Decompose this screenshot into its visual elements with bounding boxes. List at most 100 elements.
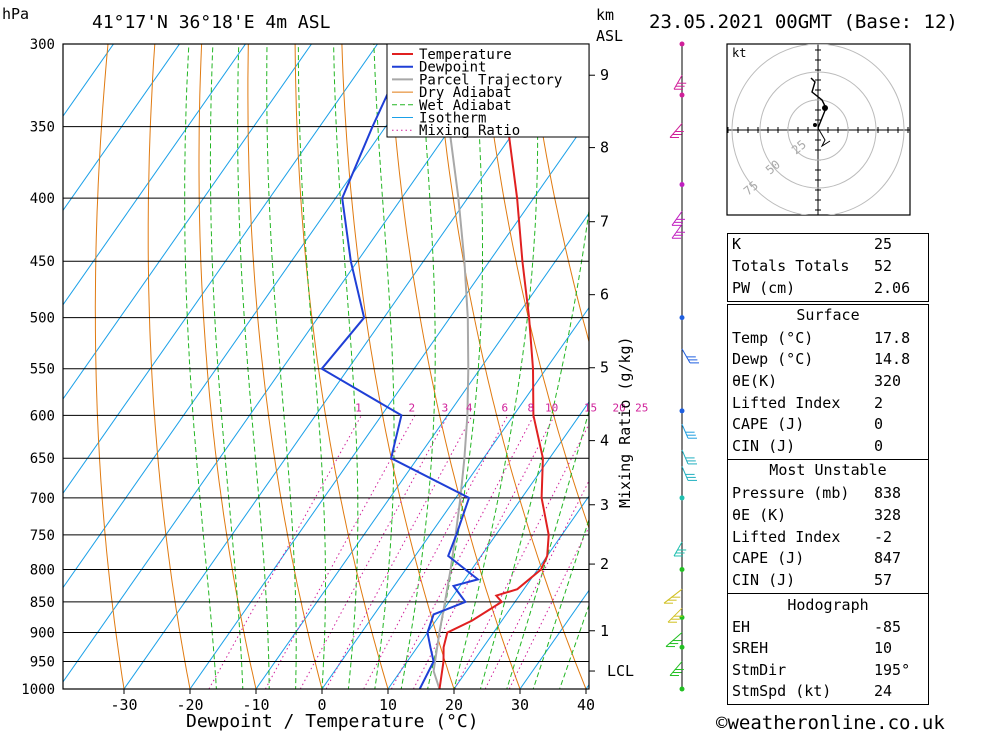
x-tick-label: -10 xyxy=(242,696,269,714)
x-tick-label: -30 xyxy=(110,696,137,714)
mixing-ratio-line xyxy=(299,415,449,689)
wet-adiabat-line xyxy=(266,44,297,689)
wind-level-dot xyxy=(679,41,685,47)
y-tick-label: 450 xyxy=(30,254,55,270)
isotherm-line xyxy=(255,212,589,689)
wind-level-dot xyxy=(679,408,685,414)
dry-adiabat-line xyxy=(528,44,589,344)
location-label: 41°17'N 36°18'E 4m ASL xyxy=(92,12,331,33)
y-tick-label: 500 xyxy=(30,311,55,327)
wet-adiabat-line xyxy=(479,206,589,689)
legend-label: Dry Adiabat xyxy=(419,85,512,101)
most-unstable-row: Lifted Index -2 xyxy=(732,528,893,546)
hodograph-point xyxy=(822,105,828,111)
km-unit-label: km xyxy=(596,6,614,24)
mixing-ratio-label: 4 xyxy=(466,401,473,414)
wet-adiabat-line xyxy=(237,44,270,689)
wet-adiabat-line xyxy=(400,44,436,689)
wind-barb xyxy=(673,541,687,557)
dry-adiabat-line xyxy=(294,44,389,689)
hodograph-row: SREH 10 xyxy=(732,639,893,657)
isotherm-line xyxy=(63,44,181,212)
hodograph-table-title: Hodograph xyxy=(787,596,869,614)
wet-adiabat-line xyxy=(297,44,326,689)
dry-adiabat-line xyxy=(481,44,589,530)
hodograph-row: EH -85 xyxy=(732,618,902,636)
mixing-ratio-label: 10 xyxy=(545,401,558,414)
wind-level-dot xyxy=(679,92,685,98)
most-unstable-panel: Most Unstable Pressure (mb) 838 θE (K) 328… xyxy=(727,459,929,594)
wind-level-dot xyxy=(679,495,685,501)
hodograph-storm-motion xyxy=(817,127,831,148)
plot-frame xyxy=(62,43,590,690)
mixing-ratio-line xyxy=(208,415,362,689)
wind-barb xyxy=(669,661,684,677)
most-unstable-row: Pressure (mb) 838 xyxy=(732,484,902,502)
hodograph-row: StmDir 195° xyxy=(732,661,911,679)
isotherm-line xyxy=(453,495,589,689)
wind-profile xyxy=(663,41,699,692)
wind-barb xyxy=(681,423,697,439)
index-row-totals: Totals Totals 52 xyxy=(732,257,893,275)
surface-title: Surface xyxy=(796,306,860,324)
wind-barb xyxy=(667,607,683,623)
km-tick-label: LCL xyxy=(607,662,634,680)
x-tick-label: 0 xyxy=(317,696,326,714)
dry-adiabat-line xyxy=(434,44,587,689)
wet-adiabat-line xyxy=(453,44,539,689)
hodograph-trace xyxy=(810,77,827,129)
isobars: 300 350 400 450 500 550 600 650 700 750 800 850 900 9… xyxy=(21,37,589,698)
temperature-line xyxy=(438,44,550,689)
wet-adiabat-line xyxy=(532,517,589,689)
km-tick-label: 2 xyxy=(600,555,609,573)
mixing-ratio-label: 3 xyxy=(442,401,449,414)
mixing-ratio-label: 8 xyxy=(528,401,535,414)
wet-adiabat-line xyxy=(333,44,359,689)
legend-label: Dewpoint xyxy=(419,60,486,76)
dry-adiabat-line xyxy=(247,44,323,689)
hodograph-panel: Hodograph EH -85 SREH 10 StmDir 195° StmSpd… xyxy=(727,593,929,705)
km-tick-label: 7 xyxy=(600,213,609,231)
legend-label: Isotherm xyxy=(419,111,486,127)
y-tick-label: 650 xyxy=(30,451,55,467)
wet-adiabat-line xyxy=(373,44,395,689)
isotherm-line xyxy=(387,400,589,689)
km-tick-label: 3 xyxy=(600,496,609,514)
mixing-ratio-label: 1 xyxy=(355,401,362,414)
dry-adiabat-line xyxy=(341,44,455,689)
y-tick-label: 1000 xyxy=(21,682,55,698)
surface-row: Dewp (°C) 14.8 xyxy=(732,350,911,368)
dewpoint-line xyxy=(320,44,481,689)
surface-row: Lifted Index 2 xyxy=(732,394,884,412)
isotherm-line xyxy=(321,306,589,689)
indices-panel: K 25 Totals Totals 52 PW (cm) 2.06 xyxy=(727,233,929,302)
mixing-ratio-line xyxy=(363,415,509,689)
hodograph-ring xyxy=(787,99,849,161)
y-tick-label: 350 xyxy=(30,120,55,136)
mixing-ratio-line xyxy=(484,479,589,689)
mixing-ratio-line xyxy=(412,415,556,689)
most-unstable-row: θE (K) 328 xyxy=(732,506,902,524)
legend-label: Temperature xyxy=(419,47,512,63)
wet-adiabat-line xyxy=(427,44,483,689)
wind-barb xyxy=(671,211,685,226)
wet-adiabat-line xyxy=(559,603,589,689)
mixing-ratio-label: 6 xyxy=(501,401,508,414)
profiles xyxy=(320,44,550,689)
mixing-ratio-labels: 1 2 3 4 6 8 10 15 20 25 xyxy=(355,401,648,414)
surface-panel: Surface Temp (°C) 17.8 Dewp (°C) 14.8 θE(K… xyxy=(727,304,929,460)
wind-barb xyxy=(681,449,697,465)
km-tick-label: 6 xyxy=(600,286,609,304)
y-tick-label: 800 xyxy=(30,562,55,578)
mixing-ratio-line xyxy=(508,525,589,689)
pressure-unit-label: hPa xyxy=(2,5,29,23)
x-tick-label: 30 xyxy=(511,696,529,714)
wet-adiabat-line xyxy=(209,44,244,689)
y-tick-label: 600 xyxy=(30,408,55,424)
credit-label: ©weatheronline.co.uk xyxy=(716,712,945,733)
wind-barb xyxy=(673,74,687,90)
dry-adiabat-line xyxy=(937,7,1000,715)
isotherm-line xyxy=(63,44,115,118)
wet-adiabat-line xyxy=(506,409,589,689)
